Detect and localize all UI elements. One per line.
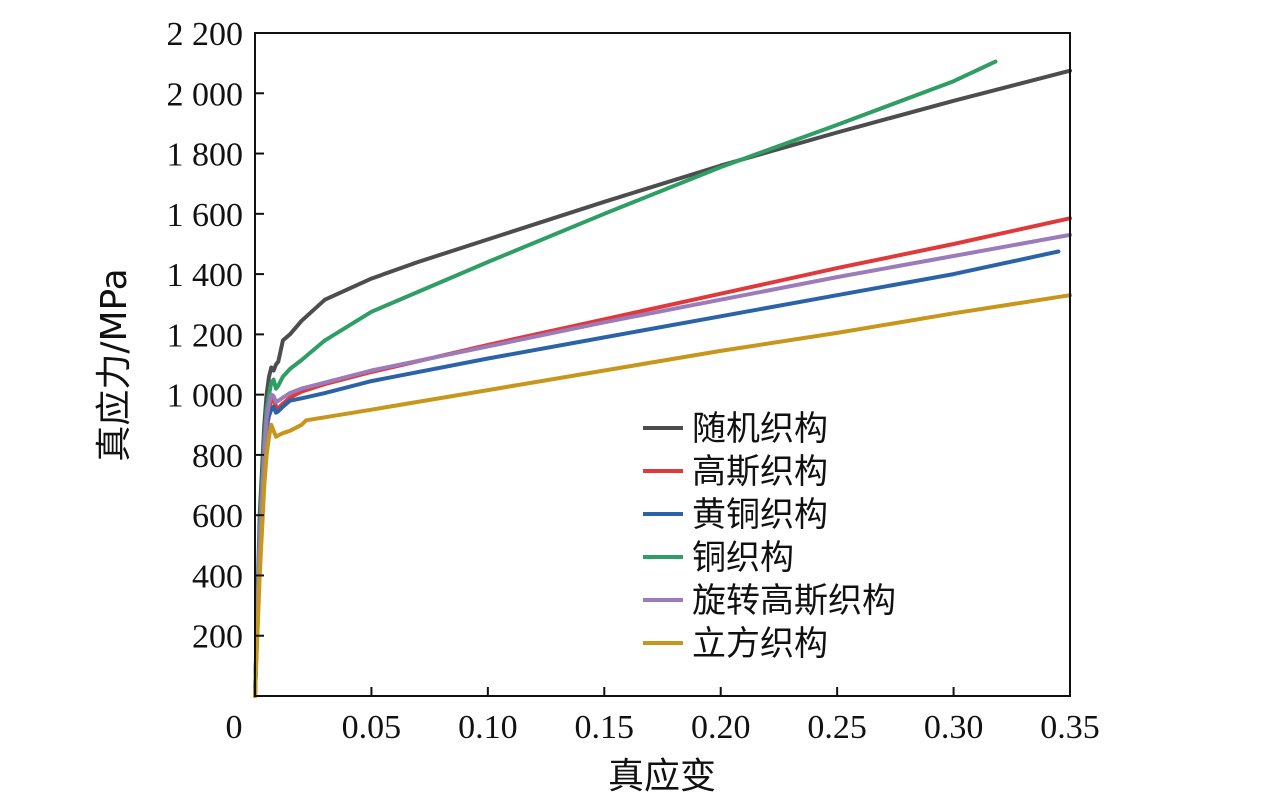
x-tick-label: 0.35 bbox=[1040, 709, 1100, 746]
y-tick-label: 2 200 bbox=[167, 16, 244, 53]
series-line-6 bbox=[253, 293, 1072, 698]
x-tick-label: 0 bbox=[226, 709, 243, 746]
x-tick-label: 0.15 bbox=[575, 709, 635, 746]
y-tick-label: 1 400 bbox=[167, 257, 244, 294]
legend-label-4: 铜织构 bbox=[692, 538, 794, 578]
x-tick-label: 0.10 bbox=[458, 709, 518, 746]
axis-ticks: 0 0.05 0.10 0.15 0.20 0.25 0.30 0.35 200 400 600 80… bbox=[167, 16, 1100, 746]
legend-label-3: 黄铜织构 bbox=[692, 495, 828, 535]
y-tick-label: 800 bbox=[192, 438, 243, 475]
series-line-2 bbox=[253, 216, 1072, 698]
x-tick-label: 0.05 bbox=[342, 709, 402, 746]
x-tick-label: 0.25 bbox=[807, 709, 867, 746]
y-tick-label: 1 800 bbox=[167, 137, 244, 174]
legend-label-6: 立方织构 bbox=[692, 624, 828, 664]
series-line-5 bbox=[253, 232, 1072, 698]
series-line-1 bbox=[253, 68, 1072, 698]
x-axis-title: 真应变 bbox=[608, 756, 716, 797]
series-line-3 bbox=[253, 249, 1061, 698]
y-tick-label: 1 200 bbox=[167, 317, 244, 354]
x-tick-label: 0.20 bbox=[691, 709, 751, 746]
y-axis-title: 真应力/MPa bbox=[94, 268, 135, 461]
legend-label-2: 高斯织构 bbox=[692, 452, 828, 492]
y-tick-label: 600 bbox=[192, 498, 243, 535]
y-tick-label: 1 000 bbox=[167, 378, 244, 415]
y-tick-label: 2 000 bbox=[167, 76, 244, 113]
y-tick-label: 200 bbox=[192, 619, 243, 656]
plot-frame bbox=[254, 32, 1071, 697]
legend-label-5: 旋转高斯织构 bbox=[692, 581, 896, 621]
y-tick-label: 400 bbox=[192, 558, 243, 595]
y-tick-label: 1 600 bbox=[167, 197, 244, 234]
series-lines bbox=[253, 59, 1072, 698]
legend-label-1: 随机织构 bbox=[692, 409, 828, 449]
x-tick-label: 0.30 bbox=[924, 709, 984, 746]
